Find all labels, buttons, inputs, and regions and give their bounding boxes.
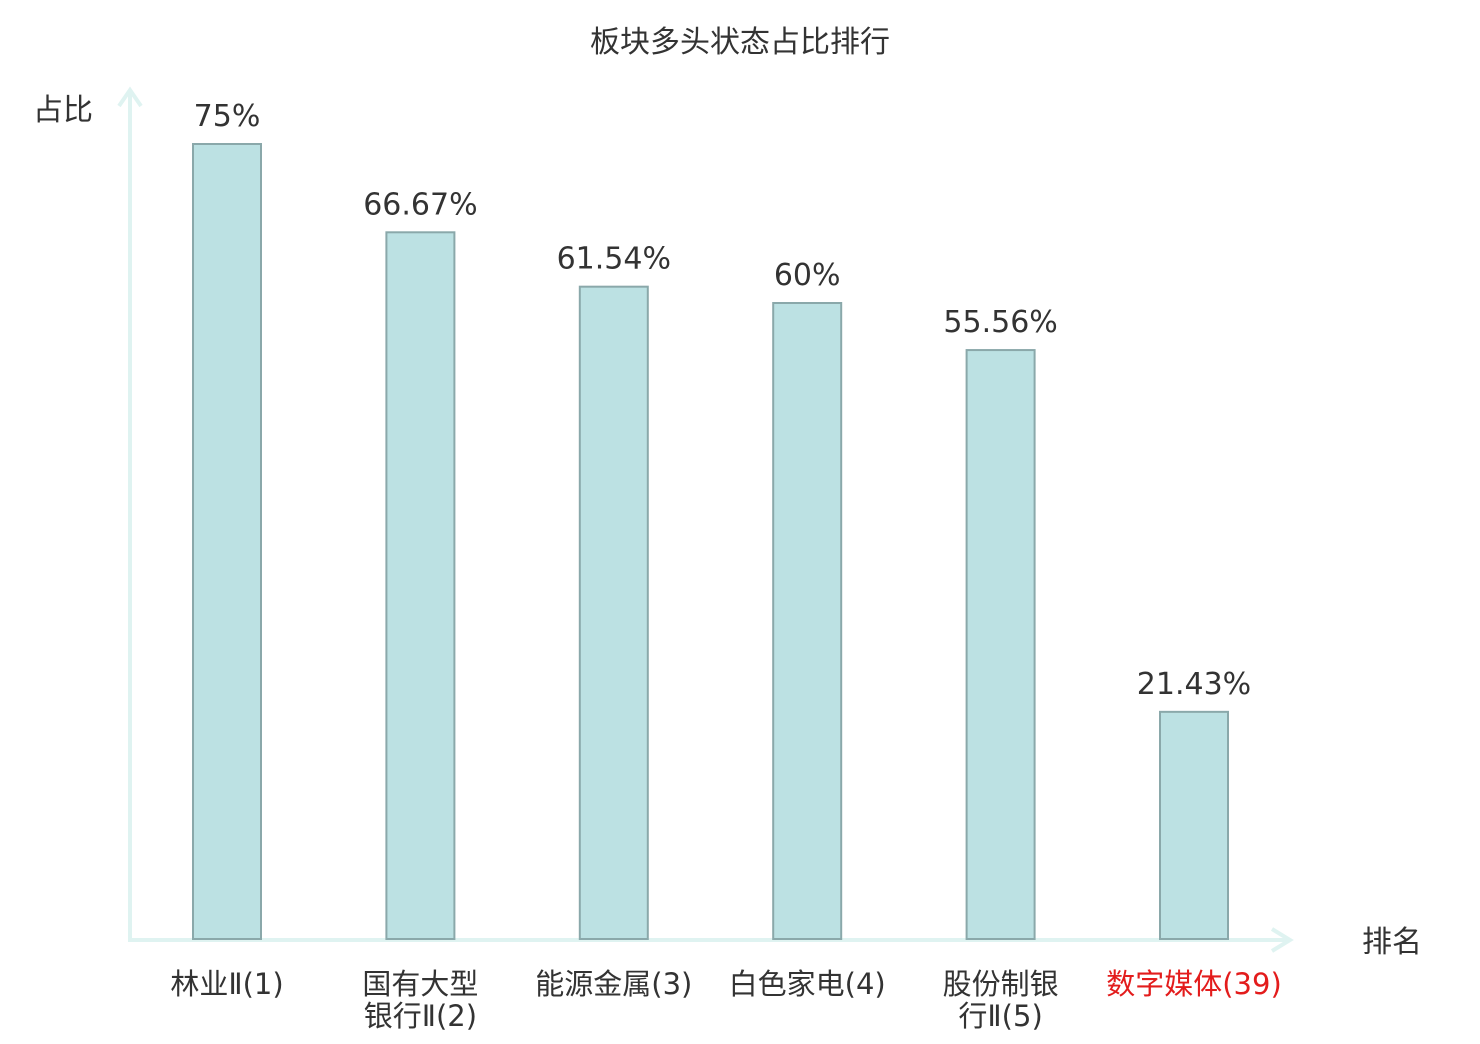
y-axis-arrow	[117, 86, 143, 108]
value-labels: 75% 66.67% 61.54% 60% 55.56% 21.43%	[194, 99, 1252, 702]
bar	[772, 302, 843, 940]
y-axis-label: 占比	[33, 93, 93, 128]
bar	[578, 285, 649, 940]
bar-value-label: 75%	[194, 99, 261, 134]
x-axis-arrow	[1270, 927, 1294, 953]
bar-value-label: 61.54%	[557, 242, 671, 277]
category-label: 能源金属(3)	[535, 967, 692, 1001]
category-labels: 林业Ⅱ(1) 国有大型银行Ⅱ(2) 能源金属(3) 白色家电(4) 股份制银行Ⅱ(5) 数…	[170, 967, 1281, 1033]
x-axis-label: 排名	[1362, 925, 1422, 960]
category-label-line: 数字媒体(39)	[1106, 967, 1282, 1001]
category-label-line: 行Ⅱ(5)	[958, 999, 1042, 1033]
category-label: 股份制银行Ⅱ(5)	[943, 967, 1059, 1033]
category-label: 林业Ⅱ(1)	[170, 967, 283, 1001]
category-label-line: 林业Ⅱ(1)	[170, 967, 283, 1001]
category-label-line: 股份制银	[943, 967, 1059, 1001]
bar-value-label: 55.56%	[943, 305, 1057, 340]
category-label-line: 白色家电(4)	[729, 967, 886, 1001]
bar	[965, 349, 1036, 940]
category-label-line: 国有大型	[362, 967, 478, 1001]
bar-value-label: 60%	[774, 258, 841, 293]
category-label: 国有大型银行Ⅱ(2)	[362, 967, 478, 1033]
bar	[385, 231, 456, 941]
category-label-line: 能源金属(3)	[535, 967, 692, 1001]
bar-value-label: 21.43%	[1137, 667, 1251, 702]
category-label-line: 银行Ⅱ(2)	[364, 999, 477, 1033]
category-label: 数字媒体(39)	[1106, 967, 1282, 1001]
bar-value-label: 66.67%	[363, 187, 477, 222]
bar-series	[192, 143, 1229, 941]
bar	[1159, 710, 1229, 940]
chart-title: 板块多头状态占比排行	[590, 25, 890, 60]
category-label: 白色家电(4)	[729, 967, 886, 1001]
axes	[117, 86, 1294, 953]
bar	[192, 143, 262, 940]
